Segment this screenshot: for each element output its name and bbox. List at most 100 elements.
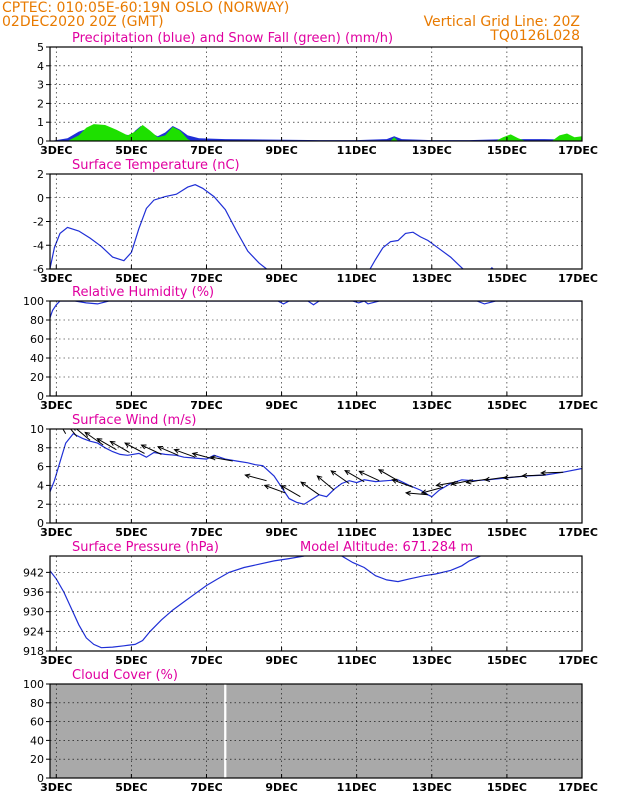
wind-arrow-20	[377, 469, 399, 482]
x-tick-label: 3DEC	[40, 781, 72, 794]
cloud-title: Cloud Cover (%)	[72, 668, 178, 683]
wind-arrow-0	[62, 429, 67, 434]
temp-title: Surface Temperature (nC)	[72, 158, 240, 173]
x-tick-label: 5DEC	[115, 654, 147, 667]
rh-panel: 0 20 40 60 80 100 3DEC 5DEC 7DEC 9DEC 11DEC 13DEC 15…	[23, 295, 598, 412]
x-tick-label: 11DEC	[337, 654, 377, 667]
x-tick-label: 3DEC	[40, 144, 72, 157]
precip-title: Precipitation (blue) and Snow Fall (gree…	[72, 31, 393, 46]
y-tick-label: 0	[37, 517, 44, 530]
x-tick-label: 3DEC	[40, 399, 72, 412]
wind-arrow-29	[521, 473, 545, 479]
x-tick-label: 9DEC	[265, 781, 297, 794]
y-tick-label: 20	[30, 753, 44, 766]
wind-arrow-22	[404, 490, 429, 496]
wind-arrow-21	[391, 478, 414, 488]
temp-plot-area	[50, 184, 494, 269]
x-tick-label: 3DEC	[40, 272, 72, 285]
header-location: CPTEC: 010:05E-60:19N OSLO (NORWAY)	[2, 0, 289, 16]
wind-arrow-7	[140, 444, 162, 455]
cloud-plot-area	[50, 684, 582, 778]
press-panel: 918 924 930 936 942 3DEC 5DEC 7DEC 9DEC 11DEC 13DE…	[23, 555, 598, 667]
x-tick-label: 13DEC	[412, 781, 452, 794]
y-tick-label: 4	[37, 479, 44, 492]
x-tick-label: 7DEC	[190, 654, 222, 667]
x-tick-label: 15DEC	[487, 399, 527, 412]
temp-line-2	[489, 266, 494, 269]
wind-arrow-23	[420, 486, 444, 495]
rh-frame	[49, 300, 583, 397]
wind-line-0	[50, 432, 582, 505]
wind-arrow-15	[300, 481, 320, 496]
press-frame	[49, 555, 583, 652]
wind-arrow-5	[109, 440, 130, 453]
x-tick-label: 7DEC	[190, 781, 222, 794]
y-tick-label: 8	[37, 442, 44, 455]
cloud-panel: 0 20 40 60 80 100 3DEC 5DEC 7DEC 9DEC 11DEC 13DEC 15…	[23, 678, 598, 794]
y-tick-label: 10	[30, 423, 44, 436]
y-tick-label: 2	[37, 168, 44, 181]
wind-grid	[50, 429, 582, 523]
y-tick-label: 100	[23, 295, 44, 308]
wind-arrow-13	[263, 484, 286, 494]
y-tick-label: 0	[37, 135, 44, 148]
wind-arrow-9	[173, 448, 196, 458]
wind-arrow-19	[358, 470, 380, 482]
x-tick-label: 7DEC	[190, 526, 222, 539]
x-tick-label: 5DEC	[115, 272, 147, 285]
x-tick-label: 17DEC	[558, 781, 598, 794]
x-tick-label: 17DEC	[558, 654, 598, 667]
cloud-grid	[50, 684, 582, 778]
rh-title: Relative Humidity (%)	[72, 285, 214, 300]
wind-panel: 0 2 4 6 8 10 3DEC 5DEC 7DEC 9DEC 11DEC 13DEC 15DEC 17…	[30, 423, 598, 539]
wind-arrow-1	[69, 429, 78, 437]
y-tick-label: 80	[30, 314, 44, 327]
y-tick-label: 4	[37, 60, 44, 73]
x-tick-label: 15DEC	[487, 781, 527, 794]
x-tick-label: 11DEC	[337, 526, 377, 539]
x-tick-label: 13DEC	[412, 399, 452, 412]
y-tick-label: 918	[23, 645, 44, 658]
model-altitude: Model Altitude: 671.284 m	[300, 540, 473, 555]
y-tick-label: 60	[30, 333, 44, 346]
x-tick-label: 7DEC	[190, 399, 222, 412]
y-tick-label: 3	[37, 79, 44, 92]
wind-arrow-16	[316, 475, 335, 491]
y-tick-label: 100	[23, 678, 44, 691]
x-tick-label: 3DEC	[40, 526, 72, 539]
y-tick-label: -4	[33, 239, 44, 252]
rh-plot-area	[50, 301, 582, 319]
wind-title: Surface Wind (m/s)	[72, 413, 196, 428]
wind-arrow-26	[465, 478, 489, 485]
rh-line-0	[50, 301, 582, 319]
snowfall-area	[67, 124, 582, 141]
wind-arrow-10	[191, 452, 215, 460]
x-tick-label: 15DEC	[487, 654, 527, 667]
precip-plot-area	[50, 124, 582, 141]
press-grid	[50, 556, 582, 651]
header-grid-line: Vertical Grid Line: 20Z	[424, 14, 580, 30]
x-tick-label: 5DEC	[115, 526, 147, 539]
x-tick-label: 9DEC	[265, 399, 297, 412]
y-tick-label: 2	[37, 498, 44, 511]
x-tick-label: 3DEC	[40, 654, 72, 667]
x-tick-label: 11DEC	[337, 781, 377, 794]
x-tick-label: 13DEC	[412, 526, 452, 539]
temp-panel: -6 -4 -2 0 2 3DEC 5DEC 7DEC 9DEC 11DEC 13DEC 15DEC 1…	[33, 168, 598, 285]
x-tick-label: 9DEC	[265, 272, 297, 285]
y-tick-label: 942	[23, 566, 44, 579]
y-tick-label: 20	[30, 371, 44, 384]
x-tick-label: 9DEC	[265, 144, 297, 157]
x-tick-label: 13DEC	[412, 272, 452, 285]
x-tick-label: 5DEC	[115, 144, 147, 157]
cloud-cover-block-0	[50, 684, 225, 778]
y-tick-label: -2	[33, 216, 44, 229]
y-tick-label: 0	[37, 772, 44, 785]
precip-panel: 0 1 2 3 4 5 3DEC 5DEC 7DEC 9DEC 11DEC 13DEC 15DEC 17D…	[37, 41, 598, 157]
wind-arrow-11	[209, 455, 233, 462]
x-tick-label: 13DEC	[412, 144, 452, 157]
press-title: Surface Pressure (hPa)	[72, 540, 219, 555]
y-tick-label: 930	[23, 606, 44, 619]
x-tick-label: 15DEC	[487, 526, 527, 539]
